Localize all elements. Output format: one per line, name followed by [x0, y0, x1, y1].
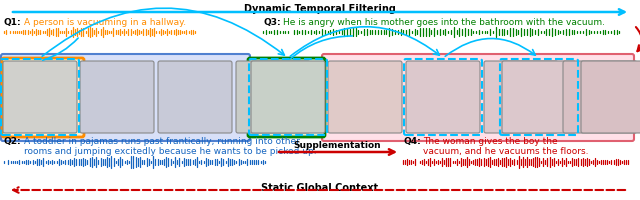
Text: Q3:: Q3:: [263, 18, 280, 27]
Text: Q2:: Q2:: [4, 137, 22, 146]
Text: Static Global Context: Static Global Context: [261, 183, 379, 193]
Text: Q4:: Q4:: [403, 137, 420, 146]
FancyBboxPatch shape: [1, 54, 250, 141]
FancyBboxPatch shape: [80, 61, 154, 133]
FancyBboxPatch shape: [563, 61, 637, 133]
FancyBboxPatch shape: [236, 61, 310, 133]
FancyBboxPatch shape: [581, 61, 640, 133]
FancyBboxPatch shape: [248, 58, 325, 137]
FancyBboxPatch shape: [3, 61, 77, 133]
Text: A toddler in pajamas runs past frantically, running into other: A toddler in pajamas runs past frantical…: [24, 137, 300, 146]
FancyBboxPatch shape: [158, 61, 232, 133]
Text: He is angry when his mother goes into the bathroom with the vacuum.: He is angry when his mother goes into th…: [283, 18, 605, 27]
Text: vacuum, and he vacuums the floors.: vacuum, and he vacuums the floors.: [423, 147, 589, 156]
Text: Supplementation: Supplementation: [293, 141, 381, 150]
FancyBboxPatch shape: [502, 61, 576, 133]
Text: The woman gives the boy the: The woman gives the boy the: [423, 137, 557, 146]
Text: Dynamic Temporal Filtering: Dynamic Temporal Filtering: [244, 4, 396, 14]
FancyBboxPatch shape: [328, 61, 402, 133]
FancyBboxPatch shape: [2, 58, 84, 137]
FancyBboxPatch shape: [406, 61, 480, 133]
Text: rooms and jumping excitedly because he wants to be picked up.: rooms and jumping excitedly because he w…: [24, 147, 317, 156]
FancyBboxPatch shape: [484, 61, 558, 133]
Text: Q1:: Q1:: [4, 18, 22, 27]
FancyBboxPatch shape: [251, 61, 325, 133]
FancyBboxPatch shape: [322, 54, 634, 141]
Text: A person is vacuuming in a hallway.: A person is vacuuming in a hallway.: [24, 18, 186, 27]
